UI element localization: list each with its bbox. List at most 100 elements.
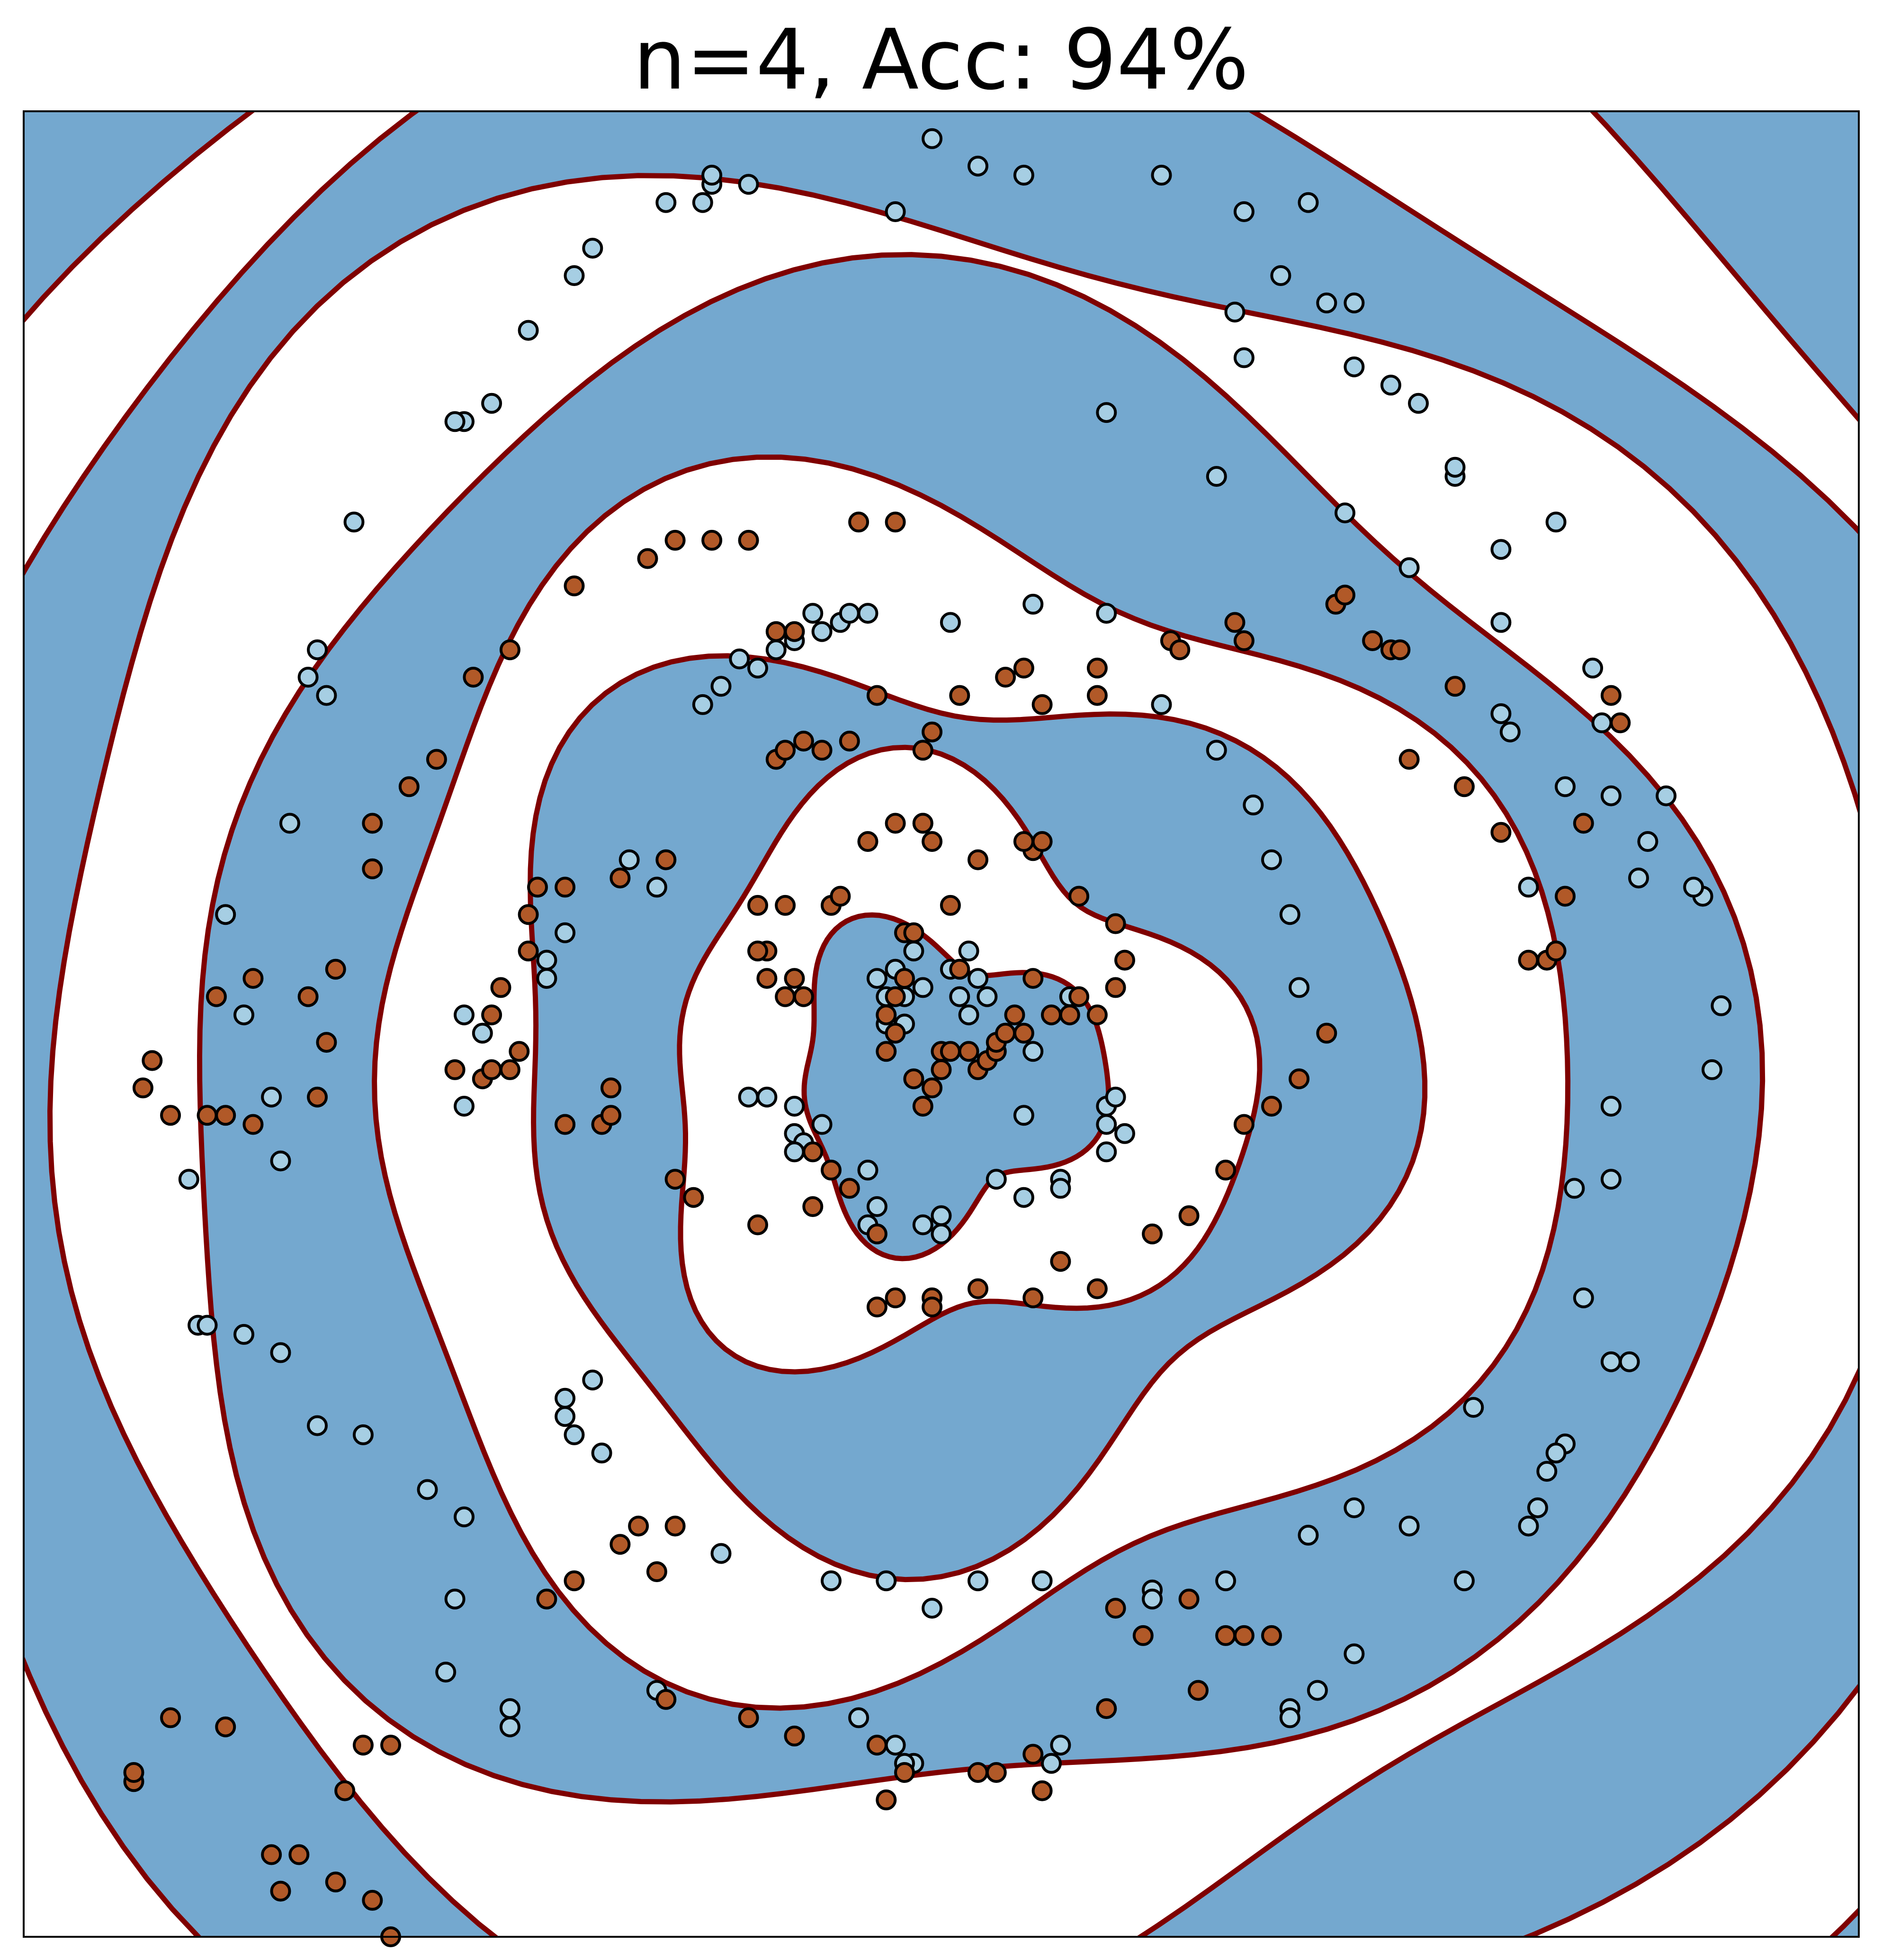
data-point-class-0 xyxy=(710,676,732,697)
data-point-class-0 xyxy=(454,1506,475,1528)
data-point-class-0 xyxy=(747,657,768,679)
data-point-class-0 xyxy=(233,1324,254,1345)
data-point-class-0 xyxy=(454,1096,475,1117)
data-point-class-0 xyxy=(738,1086,759,1108)
data-point-class-1 xyxy=(564,1570,585,1592)
data-point-class-1 xyxy=(1086,685,1108,706)
chart-title: n=4, Acc: 94% xyxy=(633,11,1249,108)
data-point-class-1 xyxy=(132,1077,153,1099)
data-point-class-0 xyxy=(1050,1735,1071,1756)
data-point-class-0 xyxy=(297,667,319,688)
data-point-class-1 xyxy=(912,813,933,834)
data-point-class-1 xyxy=(802,1141,824,1163)
data-point-class-1 xyxy=(1545,940,1567,962)
data-point-class-0 xyxy=(912,977,933,998)
data-point-class-0 xyxy=(582,1369,603,1391)
data-point-class-1 xyxy=(1068,986,1090,1007)
data-point-class-1 xyxy=(1362,630,1383,651)
data-point-class-1 xyxy=(1233,1625,1255,1646)
data-point-class-1 xyxy=(536,1588,557,1610)
data-point-class-0 xyxy=(949,986,970,1007)
data-point-class-0 xyxy=(1545,511,1567,533)
data-point-class-1 xyxy=(481,1004,502,1026)
data-point-class-1 xyxy=(362,813,383,834)
data-point-class-1 xyxy=(922,721,943,743)
data-point-class-1 xyxy=(242,968,264,989)
data-point-class-0 xyxy=(1600,785,1622,806)
data-point-class-1 xyxy=(940,895,961,916)
data-point-class-0 xyxy=(270,1342,291,1363)
data-point-class-1 xyxy=(1050,1251,1071,1272)
data-point-class-0 xyxy=(802,603,824,624)
data-point-class-1 xyxy=(490,977,511,998)
data-point-class-0 xyxy=(1243,794,1264,815)
data-point-class-0 xyxy=(1582,657,1604,679)
data-point-class-1 xyxy=(527,877,548,898)
data-point-class-0 xyxy=(1270,265,1291,286)
data-point-class-0 xyxy=(1151,694,1172,715)
data-point-class-0 xyxy=(1380,375,1401,396)
data-point-class-1 xyxy=(1059,1004,1080,1026)
data-point-class-0 xyxy=(857,1159,878,1181)
data-point-class-1 xyxy=(655,1689,677,1710)
data-point-class-1 xyxy=(775,740,796,761)
data-point-class-1 xyxy=(664,1169,686,1190)
data-point-class-1 xyxy=(885,813,906,834)
data-point-class-1 xyxy=(325,1871,346,1893)
data-point-class-1 xyxy=(1031,694,1053,715)
data-point-class-0 xyxy=(922,128,943,149)
decision-boundary-6 xyxy=(528,653,1428,1583)
data-point-class-1 xyxy=(1013,657,1034,679)
data-point-class-1 xyxy=(426,749,447,770)
data-point-class-1 xyxy=(857,831,878,852)
data-point-class-1 xyxy=(1105,977,1126,998)
data-point-class-0 xyxy=(555,1387,576,1409)
data-point-class-0 xyxy=(1637,831,1658,852)
data-point-class-0 xyxy=(1261,849,1282,870)
data-point-class-0 xyxy=(646,877,667,898)
data-point-class-0 xyxy=(857,603,878,624)
data-point-class-1 xyxy=(903,1068,924,1090)
data-point-class-0 xyxy=(811,1114,833,1135)
data-point-class-1 xyxy=(958,1041,979,1062)
data-point-class-0 xyxy=(564,265,585,286)
data-point-class-1 xyxy=(747,940,768,962)
data-point-class-0 xyxy=(885,201,906,222)
data-point-class-0 xyxy=(885,1735,906,1756)
data-point-class-0 xyxy=(417,1479,438,1500)
data-point-class-0 xyxy=(1013,164,1034,186)
data-point-class-0 xyxy=(1619,1351,1640,1372)
data-point-class-1 xyxy=(922,1077,943,1099)
data-point-class-1 xyxy=(362,1889,383,1911)
data-point-class-0 xyxy=(1298,192,1319,213)
data-point-class-1 xyxy=(160,1707,181,1728)
data-point-class-1 xyxy=(206,986,227,1007)
data-point-class-1 xyxy=(949,685,970,706)
data-point-class-0 xyxy=(499,1698,520,1719)
data-point-class-1 xyxy=(1178,1588,1200,1610)
data-point-class-0 xyxy=(518,320,539,341)
data-point-class-0 xyxy=(1289,977,1310,998)
data-point-class-0 xyxy=(261,1086,282,1108)
data-point-class-1 xyxy=(398,776,420,797)
data-point-class-1 xyxy=(1114,949,1135,971)
data-point-class-0 xyxy=(1536,1461,1558,1482)
data-point-class-0 xyxy=(1683,877,1704,898)
data-point-class-1 xyxy=(1004,1004,1025,1026)
data-point-class-0 xyxy=(215,904,236,925)
data-point-class-1 xyxy=(885,1022,906,1044)
data-point-class-0 xyxy=(1151,164,1172,186)
data-point-class-1 xyxy=(885,511,906,533)
data-point-class-1 xyxy=(1022,968,1044,989)
data-point-class-0 xyxy=(1702,1059,1722,1080)
data-point-class-0 xyxy=(197,1315,218,1336)
data-point-class-1 xyxy=(968,1278,988,1299)
data-point-class-1 xyxy=(380,1735,401,1756)
data-point-class-1 xyxy=(912,1096,933,1117)
data-point-class-1 xyxy=(1233,1114,1255,1135)
data-point-class-1 xyxy=(1086,1004,1108,1026)
data-point-class-1 xyxy=(912,740,933,761)
data-point-class-1 xyxy=(802,1196,824,1217)
data-point-class-1 xyxy=(885,986,906,1007)
